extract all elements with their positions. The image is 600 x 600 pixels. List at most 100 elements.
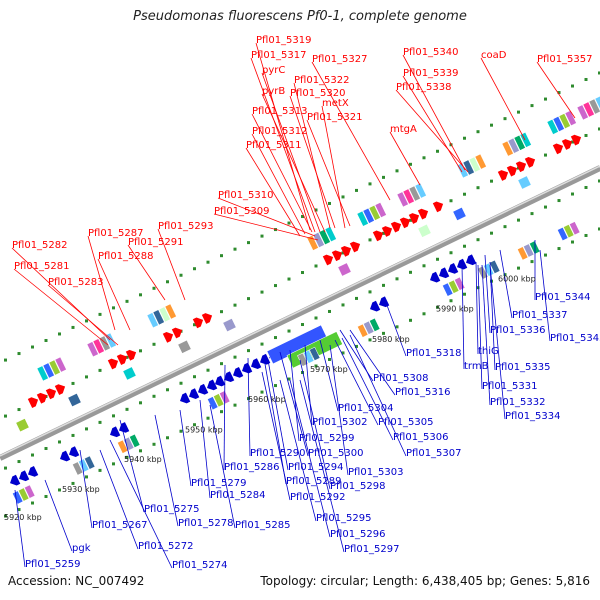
- feature-block: [569, 221, 581, 236]
- gene-label: Pfl01_5318: [406, 348, 462, 359]
- feature-box: [86, 341, 99, 358]
- track-dot: [544, 253, 547, 257]
- track-dot: [71, 433, 75, 437]
- gene-arrow: [110, 426, 121, 438]
- label-leader: [251, 113, 313, 233]
- feature-block: [72, 461, 84, 476]
- feature-block: [123, 436, 135, 451]
- label-leader: [461, 264, 465, 370]
- reverse-gene-arrow: [189, 388, 200, 399]
- track-dot: [260, 290, 264, 294]
- map-title: Pseudomonas fluorescens Pf0-1, complete …: [133, 9, 467, 24]
- feature-box: [546, 118, 559, 135]
- label-leader: [261, 72, 321, 233]
- track-dot: [193, 323, 196, 327]
- label-leader: [127, 244, 166, 301]
- reverse-gene-arrow: [180, 392, 191, 404]
- track-dot: [220, 254, 223, 258]
- label-leader: [480, 57, 526, 141]
- forward-gene-arrow: [201, 313, 213, 324]
- track-dot: [44, 494, 48, 498]
- feature-block: [594, 95, 600, 112]
- feature-box: [324, 226, 337, 243]
- label-leader: [489, 264, 506, 420]
- track-dot: [598, 227, 600, 231]
- track-dot: [341, 251, 345, 255]
- label-leader: [304, 344, 313, 426]
- feature-block: [164, 303, 177, 320]
- track-dot: [328, 309, 331, 313]
- feature-block: [552, 116, 565, 132]
- track-dot: [58, 440, 61, 444]
- forward-gene-arrow: [381, 226, 393, 237]
- track-dot: [544, 205, 547, 209]
- track-dot: [409, 270, 412, 274]
- gene-arrow: [349, 241, 361, 253]
- genome-backbone: [0, 165, 600, 461]
- feature-block: [213, 393, 225, 408]
- track-dot: [436, 257, 439, 261]
- track-dot: [436, 149, 439, 153]
- track-dot: [4, 514, 7, 518]
- label-leader: [299, 359, 331, 490]
- gene-label: Pfl01_5339: [403, 68, 459, 79]
- feature-block: [356, 210, 369, 227]
- gene-label: Pfl01_5312: [252, 126, 308, 137]
- gene-arrow: [399, 217, 411, 229]
- label-leader: [14, 489, 26, 568]
- track-dot: [422, 264, 426, 268]
- track-dot: [98, 368, 102, 372]
- track-dot: [125, 455, 129, 459]
- gene-label: Pfl01_5316: [395, 387, 451, 398]
- track-dot: [341, 351, 345, 355]
- track-dot: [571, 84, 574, 88]
- track-dot: [98, 420, 102, 424]
- label-leader: [97, 258, 131, 331]
- track-dot: [463, 136, 466, 140]
- gene-label: Pfl01_5344: [535, 292, 591, 303]
- accession-label: Accession: NC_007492: [8, 574, 145, 588]
- gene-label: Pfl01_5278: [178, 518, 234, 529]
- track-dot: [287, 377, 291, 381]
- track-dot: [422, 312, 426, 316]
- track-dot: [517, 266, 520, 270]
- feature-box: [312, 232, 325, 248]
- gene-arrow: [322, 254, 334, 266]
- feature-block: [417, 223, 432, 238]
- forward-gene-arrow: [408, 213, 420, 224]
- label-leader: [261, 93, 326, 233]
- gene-arrow: [430, 271, 441, 283]
- track-dot: [17, 352, 21, 356]
- label-leader: [13, 268, 109, 346]
- feature-box: [92, 338, 105, 355]
- track-dot: [598, 127, 600, 131]
- gene-label: Pfl01_5298: [330, 481, 386, 492]
- track-dot: [139, 293, 142, 297]
- track-dot: [382, 331, 385, 335]
- track-dot: [260, 390, 264, 394]
- gene-label: Pfl01_5293: [158, 221, 214, 232]
- label-leader: [119, 419, 145, 513]
- track-dot: [4, 358, 7, 362]
- feature-box: [48, 359, 61, 376]
- feature-block: [557, 226, 569, 242]
- track-dot: [85, 375, 88, 379]
- reverse-gene-arrow: [28, 466, 39, 477]
- feature-box: [84, 455, 96, 470]
- feature-box: [123, 436, 135, 451]
- gene-label: Pfl01_5294: [288, 462, 344, 473]
- feature-box: [146, 312, 159, 329]
- label-leader: [289, 349, 300, 442]
- reverse-gene-arrow: [439, 267, 450, 279]
- reverse-gene-arrow: [457, 258, 468, 270]
- gene-arrow: [54, 384, 66, 395]
- gene-arrow: [381, 226, 393, 237]
- label-leader: [293, 82, 331, 229]
- gene-arrow: [10, 474, 21, 486]
- strand-dot-tracks: [4, 71, 600, 518]
- gene-arrow: [515, 161, 527, 173]
- track-dot: [368, 182, 372, 186]
- feature-box: [18, 487, 30, 502]
- gene-label: Pfl01_5307: [406, 448, 462, 459]
- gene-label: Pfl01_5267: [92, 520, 148, 531]
